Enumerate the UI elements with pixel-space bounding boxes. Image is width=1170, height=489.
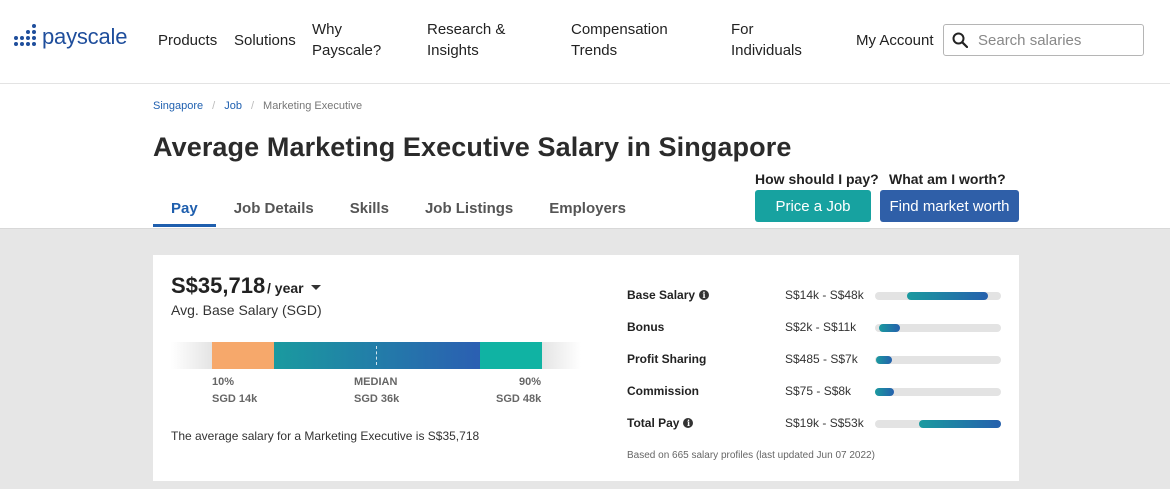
p90-label: 90% [519, 376, 542, 388]
average-salary-label: Avg. Base Salary (SGD) [171, 302, 322, 318]
breadcrumb-separator: / [212, 100, 216, 112]
breadcrumb-current: Marketing Executive [263, 100, 363, 112]
comp-fill [907, 292, 988, 300]
comp-row-total-pay: Total Pay i S$19k - S$53k [627, 416, 1001, 432]
comp-track [875, 292, 1001, 300]
salary-description: The average salary for a Marketing Execu… [171, 429, 480, 443]
bar-fade-right [542, 342, 581, 369]
comp-row-commission: Commission S$75 - S$8k [627, 384, 1001, 400]
comp-range: S$14k - S$48k [785, 288, 864, 302]
data-footnote: Based on 665 salary profiles (last updat… [627, 450, 875, 461]
info-icon[interactable]: i [683, 418, 694, 428]
comp-track [875, 388, 1001, 396]
price-a-job-button[interactable]: Price a Job [755, 190, 871, 222]
median-label: MEDIAN [354, 376, 398, 388]
comp-track [875, 356, 1001, 364]
comp-name: Commission [627, 384, 700, 398]
breadcrumb-separator: / [250, 100, 255, 112]
breadcrumb-singapore[interactable]: Singapore [153, 100, 204, 112]
top-navigation: payscale Products Solutions Why Payscale… [0, 0, 1170, 84]
bar-segment-high [480, 342, 542, 369]
comp-row-profit-sharing: Profit Sharing S$485 - S$7k [627, 352, 1001, 368]
tab-pay[interactable]: Pay [153, 192, 216, 227]
pay-question: How should I pay? [755, 171, 879, 187]
tab-job-details[interactable]: Job Details [233, 200, 314, 217]
nav-solutions[interactable]: Solutions [234, 32, 296, 49]
median-value: SGD 36k [354, 393, 400, 405]
p10-value: SGD 14k [212, 393, 258, 405]
info-icon[interactable]: i [699, 290, 710, 300]
tab-skills[interactable]: Skills [349, 200, 389, 217]
bar-segment-middle [274, 342, 480, 369]
comp-range: S$2k - S$11k [785, 320, 857, 334]
salary-range-bar [171, 342, 581, 369]
page-title: Average Marketing Executive Salary in Si… [153, 132, 792, 162]
comp-name: Total Pay [627, 416, 680, 430]
logo-wordmark: payscale [42, 24, 128, 49]
comp-name: Bonus [627, 320, 665, 334]
tab-job-listings[interactable]: Job Listings [424, 200, 514, 217]
comp-row-bonus: Bonus S$2k - S$11k [627, 320, 1001, 336]
nav-products[interactable]: Products [158, 32, 218, 49]
comp-range: S$19k - S$53k [785, 416, 864, 430]
logo-dots-icon [14, 24, 36, 50]
salary-period[interactable]: / year [267, 280, 304, 296]
nav-compensation-trends[interactable]: Compensation Trends [571, 21, 668, 59]
comp-fill [919, 420, 1001, 428]
tab-bar: Pay Job Details Skills Job Listings Empl… [153, 192, 644, 227]
p10-label: 10% [212, 376, 235, 388]
breadcrumb-job[interactable]: Job [224, 100, 242, 112]
comp-fill [876, 356, 892, 364]
nav-research-insights[interactable]: Research & Insights [427, 21, 506, 59]
average-salary-value: S$35,718 [171, 273, 266, 298]
nav-my-account[interactable]: My Account [856, 32, 934, 49]
nav-for-individuals[interactable]: For Individuals [731, 21, 802, 59]
tab-employers[interactable]: Employers [549, 200, 626, 217]
bar-segment-low [212, 342, 274, 369]
comp-fill [875, 388, 894, 396]
bar-fade-left [171, 342, 212, 369]
p90-value: SGD 48k [496, 393, 542, 405]
comp-track [875, 324, 1001, 332]
breadcrumb: Singapore / Job / Marketing Executive [153, 100, 362, 112]
comp-range: S$75 - S$8k [785, 384, 852, 398]
comp-range: S$485 - S$7k [785, 352, 858, 366]
worth-question: What am I worth? [889, 171, 1006, 187]
salary-card: S$35,718 / year Avg. Base Salary (SGD) 1… [153, 255, 1019, 481]
comp-fill [879, 324, 900, 332]
find-market-worth-button[interactable]: Find market worth [880, 190, 1019, 222]
comp-row-base-salary: Base Salary i S$14k - S$48k [627, 288, 1001, 304]
search-input[interactable] [978, 31, 1138, 49]
chevron-down-icon[interactable] [311, 285, 321, 290]
search-icon [952, 32, 968, 48]
comp-name: Profit Sharing [627, 352, 707, 366]
comp-name: Base Salary [627, 288, 696, 302]
nav-why-payscale[interactable]: Why Payscale? [312, 21, 382, 59]
payscale-logo[interactable]: payscale [14, 24, 127, 50]
median-marker [376, 346, 377, 365]
comp-track [875, 420, 1001, 428]
search-box[interactable] [943, 24, 1144, 56]
